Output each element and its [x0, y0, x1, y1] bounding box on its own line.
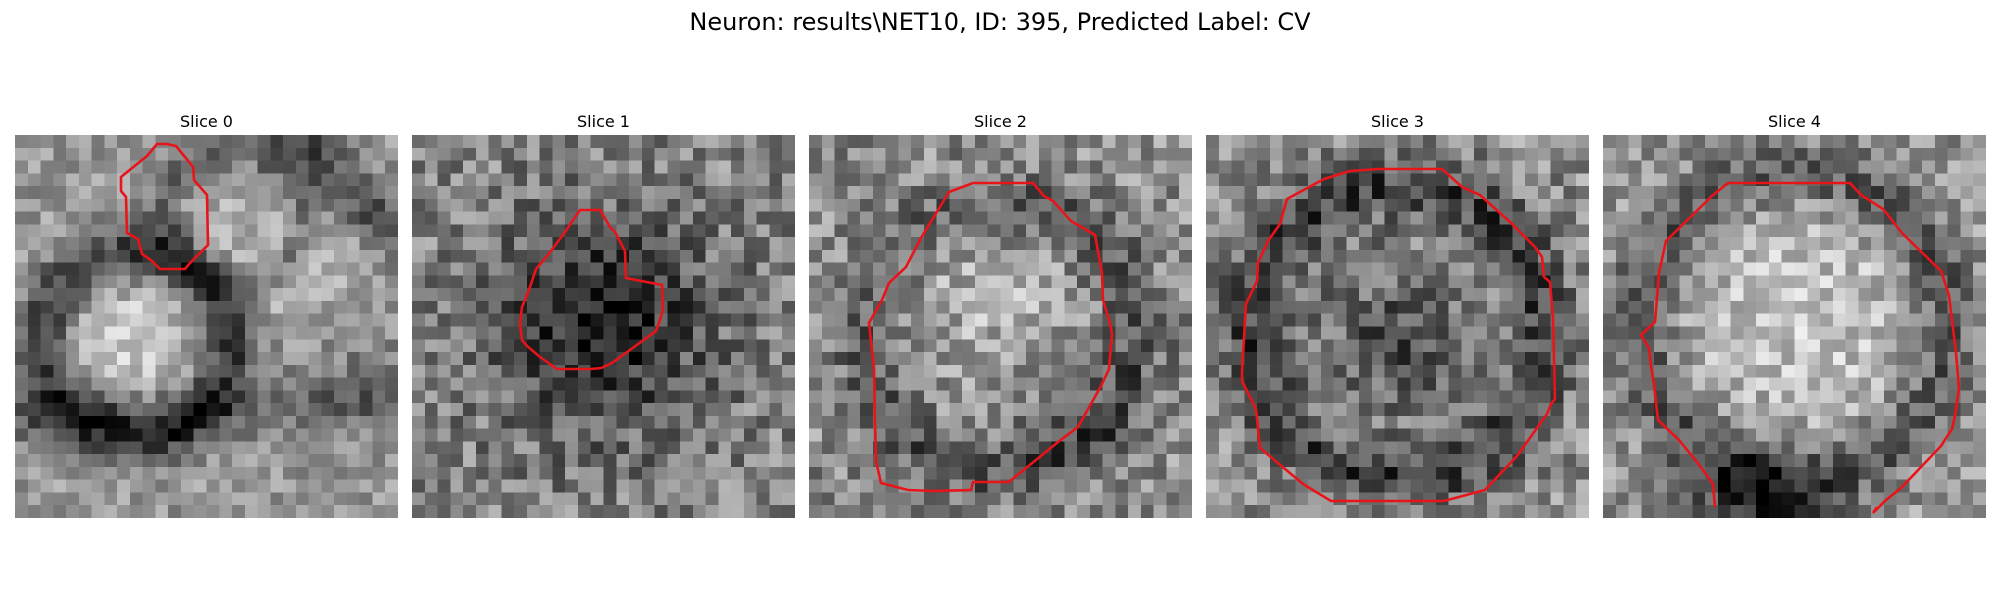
segmentation-contour-3 — [1240, 167, 1557, 503]
slice-title-4: Slice 4 — [1768, 112, 1821, 131]
slice-title-0: Slice 0 — [180, 112, 233, 131]
slice-title-2: Slice 2 — [974, 112, 1027, 131]
segmentation-contour-1 — [518, 208, 665, 371]
contour-overlay-3 — [1240, 167, 1557, 503]
slice-image-0 — [15, 135, 398, 518]
slice-panel-0: Slice 0 — [15, 110, 398, 518]
slice-title-1: Slice 1 — [577, 112, 630, 131]
figure-title: Neuron: results\NET10, ID: 395, Predicte… — [689, 8, 1311, 36]
slice-panel-1: Slice 1 — [412, 110, 795, 518]
grayscale-image-2 — [809, 135, 1192, 518]
grayscale-image-3 — [1206, 135, 1589, 518]
slice-image-3 — [1206, 135, 1589, 518]
slice-panel-3: Slice 3 — [1206, 110, 1589, 518]
segmentation-contour-4b — [1639, 194, 1717, 508]
segmentation-contour-4 — [1712, 181, 1961, 514]
slice-image-4 — [1603, 135, 1986, 518]
slice-panel-2: Slice 2 — [809, 110, 1192, 518]
segmentation-contour-2 — [867, 181, 1114, 493]
contour-overlay-2 — [867, 181, 1114, 493]
slice-panel-4: Slice 4 — [1603, 110, 1986, 518]
contour-overlay-4 — [1639, 181, 1961, 514]
segmentation-contour-0 — [119, 142, 210, 271]
grayscale-image-1 — [412, 135, 795, 518]
contour-overlay-1 — [518, 208, 665, 371]
slice-image-1 — [412, 135, 795, 518]
slice-title-3: Slice 3 — [1371, 112, 1424, 131]
slice-image-2 — [809, 135, 1192, 518]
contour-overlay-0 — [119, 142, 210, 271]
grayscale-image-4 — [1603, 135, 1986, 518]
